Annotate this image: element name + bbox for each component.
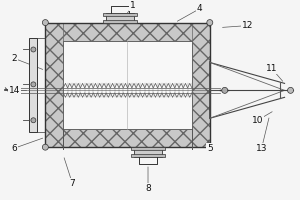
- Text: 1: 1: [130, 1, 136, 10]
- Text: 10: 10: [252, 116, 263, 125]
- Text: 6: 6: [12, 144, 17, 153]
- Text: 12: 12: [242, 21, 254, 30]
- Bar: [192, 23, 210, 147]
- Bar: [29, 38, 38, 132]
- Text: 13: 13: [256, 144, 267, 153]
- Circle shape: [42, 144, 48, 150]
- Bar: [134, 147, 162, 157]
- Bar: [103, 20, 137, 23]
- Circle shape: [288, 87, 293, 93]
- Bar: [45, 23, 63, 147]
- Circle shape: [42, 20, 48, 26]
- Text: 11: 11: [266, 64, 278, 73]
- Bar: [131, 147, 165, 150]
- Bar: [45, 129, 210, 147]
- Text: 14: 14: [9, 86, 20, 95]
- Text: 8: 8: [145, 184, 151, 193]
- Bar: [103, 13, 137, 16]
- Circle shape: [31, 118, 36, 123]
- Text: 4: 4: [197, 4, 203, 13]
- Bar: [131, 154, 165, 157]
- Bar: [63, 41, 192, 129]
- Circle shape: [207, 20, 213, 26]
- Text: 7: 7: [69, 179, 75, 188]
- Circle shape: [31, 82, 36, 87]
- Bar: [45, 23, 210, 147]
- Circle shape: [31, 47, 36, 52]
- Text: 5: 5: [207, 144, 213, 153]
- Text: 2: 2: [12, 54, 17, 63]
- Bar: [45, 23, 210, 41]
- Bar: [106, 13, 134, 23]
- Circle shape: [207, 144, 213, 150]
- Circle shape: [222, 87, 228, 93]
